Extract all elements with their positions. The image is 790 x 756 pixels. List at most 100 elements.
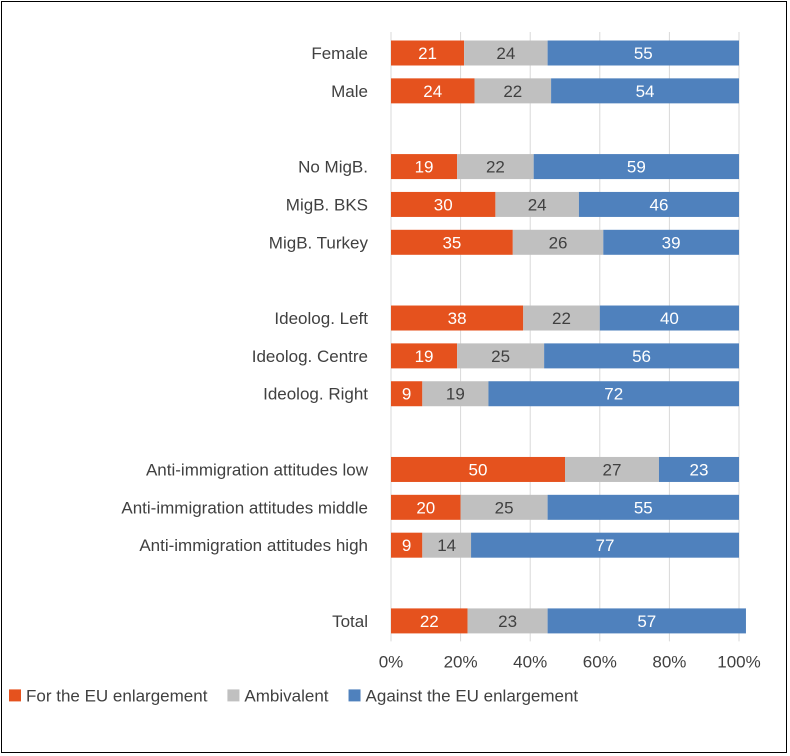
- data-label: 40: [660, 309, 679, 328]
- bar-segment-for-the-eu-enlargement: [391, 229, 513, 255]
- category-label: Anti-immigration attitudes low: [146, 460, 369, 479]
- legend-label-for-the-eu-enlargement: For the EU enlargement: [26, 686, 208, 705]
- category-label: Female: [311, 44, 368, 63]
- bar-segment-against-the-eu-enlargement: [533, 154, 739, 180]
- category-label: Ideolog. Left: [274, 309, 368, 328]
- x-tick-label: 0%: [379, 652, 404, 671]
- data-label: 72: [604, 385, 623, 404]
- category-label: No MigB.: [298, 158, 368, 177]
- legend-swatch-against-the-eu-enlargement: [348, 689, 361, 702]
- data-label: 22: [503, 82, 522, 101]
- bar-segment-ambivalent: [474, 78, 552, 104]
- bar-segment-against-the-eu-enlargement: [547, 40, 739, 66]
- data-label: 55: [634, 44, 653, 63]
- category-label: Anti-immigration attitudes high: [139, 536, 368, 555]
- bar-segment-against-the-eu-enlargement: [547, 494, 739, 520]
- legend: For the EU enlargement Ambivalent Against …: [9, 686, 578, 705]
- data-label: 39: [662, 233, 681, 252]
- bar-segment-for-the-eu-enlargement: [391, 456, 565, 482]
- data-label: 22: [486, 158, 505, 177]
- bar-segment-for-the-eu-enlargement: [391, 78, 475, 104]
- category-label: MigB. Turkey: [269, 233, 369, 252]
- bar-segment-for-the-eu-enlargement: [391, 608, 468, 634]
- data-label: 24: [423, 82, 442, 101]
- category-label: Ideolog. Right: [263, 385, 368, 404]
- data-label: 22: [420, 612, 439, 631]
- bar-segment-ambivalent: [457, 343, 545, 369]
- data-label: 77: [596, 536, 615, 555]
- data-label: 23: [690, 460, 709, 479]
- legend-label-against-the-eu-enlargement: Against the EU enlargement: [366, 686, 579, 705]
- bar-segment-against-the-eu-enlargement: [551, 78, 739, 104]
- x-tick-label: 80%: [652, 652, 686, 671]
- category-labels: Female Male No MigB. MigB. BKS MigB. Turkey I…: [121, 44, 368, 631]
- bar-segment-ambivalent: [467, 608, 548, 634]
- legend-swatch-for-the-eu-enlargement: [9, 689, 21, 702]
- data-label: 59: [627, 158, 646, 177]
- data-label: 19: [415, 347, 434, 366]
- data-label: 19: [415, 158, 434, 177]
- bar-segment-against-the-eu-enlargement: [471, 532, 739, 558]
- bar-segment-against-the-eu-enlargement: [599, 305, 739, 331]
- x-tick-label: 100%: [717, 652, 760, 671]
- bar-segment-ambivalent: [523, 305, 600, 331]
- data-label: 19: [446, 385, 465, 404]
- data-label: 38: [448, 309, 467, 328]
- category-label: MigB. BKS: [286, 195, 368, 214]
- bar-segment-for-the-eu-enlargement: [391, 532, 423, 558]
- bar-segment-ambivalent: [464, 40, 548, 66]
- bar-segment-for-the-eu-enlargement: [391, 305, 524, 331]
- bar-segment-against-the-eu-enlargement: [578, 191, 739, 217]
- x-axis-tick-labels: 0% 20% 40% 60% 80% 100%: [379, 652, 761, 671]
- bar-segment-for-the-eu-enlargement: [391, 191, 496, 217]
- legend-swatch-ambivalent: [227, 689, 240, 702]
- data-label: 54: [636, 82, 655, 101]
- bar-segment-ambivalent: [460, 494, 548, 520]
- bar-segment-ambivalent: [565, 456, 659, 482]
- bar-segment-against-the-eu-enlargement: [547, 608, 746, 634]
- bar-segment-ambivalent: [422, 532, 472, 558]
- bar-segment-ambivalent: [495, 191, 579, 217]
- data-label: 23: [498, 612, 517, 631]
- category-label: Total: [332, 612, 368, 631]
- category-label: Male: [331, 82, 368, 101]
- data-label: 55: [634, 498, 653, 517]
- data-label: 14: [437, 536, 456, 555]
- data-label: 9: [402, 385, 411, 404]
- data-label: 50: [469, 460, 488, 479]
- bar-segment-ambivalent: [457, 154, 534, 180]
- data-label: 22: [552, 309, 571, 328]
- bar-segment-against-the-eu-enlargement: [488, 381, 739, 407]
- x-tick-label: 20%: [444, 652, 478, 671]
- bars: 21 24 55 24 22 54 19 22 59 30 24 46 35 26 39 38 22 40 19 25…: [391, 40, 746, 634]
- bar-segment-for-the-eu-enlargement: [391, 40, 465, 66]
- bar-segment-for-the-eu-enlargement: [391, 154, 458, 180]
- bar-segment-for-the-eu-enlargement: [391, 494, 461, 520]
- data-label: 25: [491, 347, 510, 366]
- data-label: 30: [434, 195, 453, 214]
- bar-segment-against-the-eu-enlargement: [603, 229, 739, 255]
- data-label: 27: [603, 460, 622, 479]
- data-label: 26: [549, 233, 568, 252]
- category-label: Anti-immigration attitudes middle: [121, 498, 368, 517]
- bar-segment-against-the-eu-enlargement: [658, 456, 739, 482]
- data-label: 57: [637, 612, 656, 631]
- data-label: 46: [649, 195, 668, 214]
- data-label: 35: [442, 233, 461, 252]
- bar-segment-against-the-eu-enlargement: [544, 343, 739, 369]
- data-label: 24: [528, 195, 547, 214]
- category-label: Ideolog. Centre: [252, 347, 368, 366]
- bar-segment-ambivalent: [512, 229, 604, 255]
- x-tick-label: 40%: [513, 652, 547, 671]
- data-label: 56: [632, 347, 651, 366]
- data-label: 24: [496, 44, 515, 63]
- data-label: 25: [495, 498, 514, 517]
- bar-segment-for-the-eu-enlargement: [391, 381, 423, 407]
- bar-segment-ambivalent: [422, 381, 489, 407]
- legend-label-ambivalent: Ambivalent: [244, 686, 328, 705]
- bar-segment-for-the-eu-enlargement: [391, 343, 458, 369]
- x-tick-label: 60%: [583, 652, 617, 671]
- data-label: 20: [416, 498, 435, 517]
